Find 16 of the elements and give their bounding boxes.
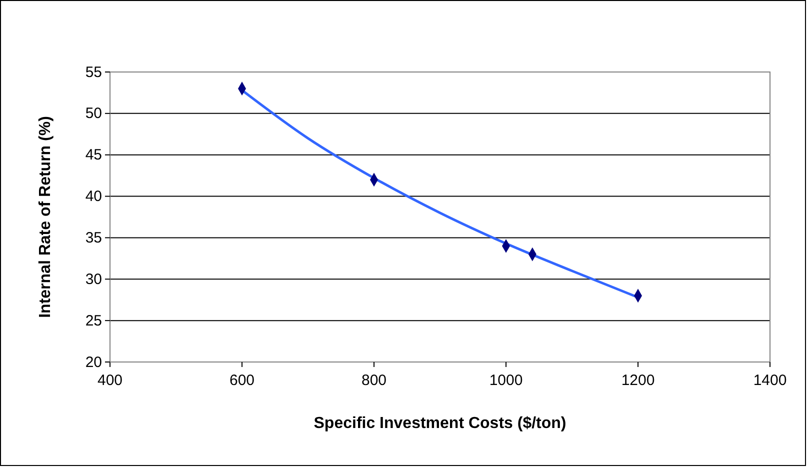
y-tick-label: 55 [85, 64, 102, 81]
x-tick-label: 400 [97, 372, 123, 389]
x-tick-label: 1200 [621, 372, 655, 389]
y-tick-label: 20 [85, 354, 102, 371]
x-tick-label: 600 [229, 372, 255, 389]
y-tick-label: 35 [85, 230, 102, 247]
y-tick-label: 50 [85, 105, 102, 122]
y-axis-title: Internal Rate of Return (%) [37, 116, 54, 318]
x-axis-title: Specific Investment Costs ($/ton) [314, 415, 566, 432]
y-tick-label: 25 [85, 312, 102, 330]
x-tick-label: 800 [361, 372, 387, 389]
y-tick-label: 30 [85, 270, 102, 288]
x-tick-label: 1000 [489, 372, 523, 389]
x-tick-label: 1400 [753, 372, 787, 389]
y-tick-label: 45 [85, 146, 102, 164]
y-tick-label: 40 [85, 188, 102, 206]
